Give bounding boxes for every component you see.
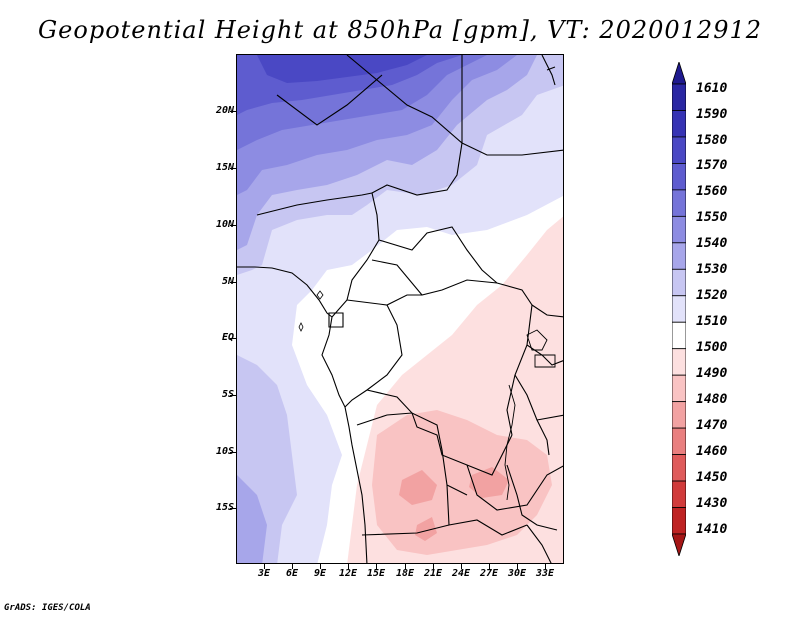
lon-label-12e: 12E (338, 568, 358, 579)
lon-label-15e: 15E (366, 568, 386, 579)
colorbar-cell (672, 480, 686, 508)
lon-tick (348, 564, 349, 569)
colorbar-cell (672, 136, 686, 164)
lat-label-10s: 10S (215, 446, 234, 457)
colorbar-label-1490: 1490 (696, 366, 728, 381)
lon-label-21e: 21E (423, 568, 443, 579)
colorbar-label-1550: 1550 (696, 210, 728, 225)
colorbar-label-1610: 1610 (696, 81, 728, 96)
colorbar-label-1450: 1450 (696, 470, 728, 485)
colorbar-label-1430: 1430 (696, 496, 728, 511)
colorbar-cell (672, 321, 686, 350)
colorbar-cell (672, 62, 686, 85)
lat-tick (230, 225, 236, 226)
grads-credit: GrADS: IGES/COLA (4, 603, 91, 613)
lon-label-18e: 18E (395, 568, 415, 579)
colorbar-cell (672, 242, 686, 270)
colorbar-label-1510: 1510 (696, 314, 728, 329)
lon-label-9e: 9E (313, 568, 327, 579)
colorbar-label-1530: 1530 (696, 262, 728, 277)
lat-label-eq: EQ (221, 332, 234, 343)
lon-tick (517, 564, 518, 569)
lat-tick (230, 395, 236, 396)
colorbar-label-1460: 1460 (696, 444, 728, 459)
colorbar-label-1560: 1560 (696, 184, 728, 199)
lat-tick (230, 452, 236, 453)
colorbar-cell (672, 427, 686, 455)
colorbar-label-1480: 1480 (696, 392, 728, 407)
geopotential-field (237, 55, 563, 563)
lon-label-6e: 6E (285, 568, 299, 579)
lon-tick (545, 564, 546, 569)
lon-label-27e: 27E (479, 568, 499, 579)
contour-1530 (237, 55, 537, 563)
lon-tick (461, 564, 462, 569)
colorbar-label-1500: 1500 (696, 340, 728, 355)
map-panel (236, 54, 564, 564)
lon-tick (489, 564, 490, 569)
lat-label-5n: 5N (221, 276, 234, 287)
lon-tick (405, 564, 406, 569)
colorbar-cell (672, 215, 686, 244)
lon-tick (433, 564, 434, 569)
map-title: Geopotential Height at 850hPa [gpm], VT:… (38, 16, 762, 44)
lat-tick (230, 508, 236, 509)
lon-tick (376, 564, 377, 569)
lon-tick (292, 564, 293, 569)
lat-label-15s: 15S (215, 502, 234, 513)
colorbar-cell (672, 507, 686, 535)
lat-tick (230, 111, 236, 112)
contour-1480 (399, 467, 509, 541)
colorbar-label-1590: 1590 (696, 107, 728, 122)
contour-1570 (257, 55, 427, 83)
colorbar-label-1540: 1540 (696, 236, 728, 251)
colorbar-cell (672, 533, 686, 556)
lat-label-5s: 5S (221, 389, 234, 400)
lat-label-15n: 15N (215, 162, 234, 173)
colorbar-cell (672, 110, 686, 138)
colorbar-cell (672, 83, 686, 111)
colorbar-cell (672, 189, 686, 217)
colorbar-label-1570: 1570 (696, 158, 728, 173)
lat-tick (230, 168, 236, 169)
colorbar-cell (672, 348, 686, 376)
lon-label-24e: 24E (451, 568, 471, 579)
colorbar-cell (672, 163, 686, 191)
lon-tick (264, 564, 265, 569)
lat-label-10n: 10N (215, 219, 234, 230)
colorbar-cell (672, 374, 686, 403)
lat-label-20n: 20N (215, 105, 234, 116)
colorbar-label-1470: 1470 (696, 418, 728, 433)
lon-tick (320, 564, 321, 569)
colorbar-cell (672, 295, 686, 323)
lat-tick (230, 338, 236, 339)
colorbar-label-1580: 1580 (696, 133, 728, 148)
colorbar-label-1410: 1410 (696, 522, 728, 537)
lon-label-3e: 3E (257, 568, 271, 579)
colorbar-label-1520: 1520 (696, 288, 728, 303)
borders (237, 55, 563, 563)
colorbar-cell (672, 268, 686, 297)
colorbar (672, 62, 686, 556)
colorbar-cell (672, 401, 686, 429)
colorbar-cells (672, 62, 686, 556)
lon-label-33e: 33E (535, 568, 555, 579)
lat-tick (230, 282, 236, 283)
lon-label-30e: 30E (507, 568, 527, 579)
colorbar-cell (672, 454, 686, 482)
